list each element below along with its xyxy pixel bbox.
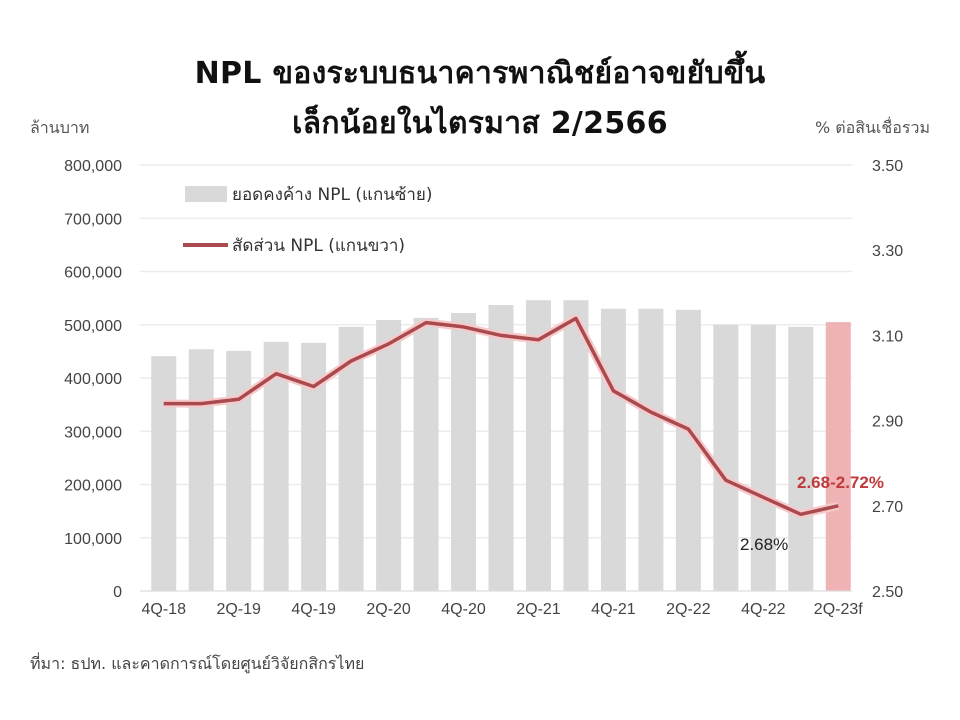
x-tick-label: 2Q-19 <box>216 601 261 618</box>
bar <box>563 300 589 591</box>
annotation-actual-ratio: 2.68% <box>740 535 788 554</box>
chart-title-line1: NPL ของระบบธนาคารพาณิชย์อาจขยับขึ้น <box>194 56 766 91</box>
left-tick-label: 400,000 <box>64 371 122 388</box>
bar <box>675 309 701 591</box>
bar <box>600 308 626 591</box>
bar <box>188 349 214 591</box>
left-tick-label: 600,000 <box>64 265 122 282</box>
x-tick-label: 4Q-20 <box>441 601 486 618</box>
legend-bar-label: ยอดคงค้าง NPL (แกนซ้าย) <box>232 185 433 205</box>
right-tick-label: 2.70 <box>872 499 903 516</box>
left-tick-label: 100,000 <box>64 531 122 548</box>
right-tick-label: 3.10 <box>872 328 903 345</box>
bar <box>413 317 439 591</box>
annotations: 2.68% 2.68-2.72% <box>740 473 884 554</box>
annotation-forecast-range: 2.68-2.72% <box>797 473 884 492</box>
x-tick-label: 4Q-18 <box>142 601 187 618</box>
x-tick-label: 4Q-21 <box>591 601 636 618</box>
right-tick-label: 3.50 <box>872 158 903 175</box>
left-tick-label: 800,000 <box>64 158 122 175</box>
left-axis-unit: ล้านบาท <box>30 118 90 137</box>
bar <box>451 313 477 591</box>
bar <box>525 300 551 591</box>
ratio-line <box>163 316 839 517</box>
bar <box>151 356 177 591</box>
forecast-bar <box>825 322 851 591</box>
left-tick-label: 300,000 <box>64 424 122 441</box>
bar <box>750 324 776 591</box>
x-tick-label: 2Q-20 <box>366 601 411 618</box>
right-tick-label: 2.90 <box>872 414 903 431</box>
right-tick-label: 3.30 <box>872 243 903 260</box>
npl-ratio-line <box>163 314 840 519</box>
bar <box>713 324 739 591</box>
left-tick-label: 200,000 <box>64 478 122 495</box>
x-tick-label: 2Q-21 <box>516 601 561 618</box>
npl-outstanding-bars <box>151 300 851 591</box>
left-y-axis: 0 100,000 200,000 300,000 400,000 500,000 600,… <box>64 158 122 601</box>
left-tick-label: 500,000 <box>64 318 122 335</box>
bar <box>376 319 402 591</box>
x-tick-label: 2Q-23f <box>814 601 863 618</box>
bar <box>488 305 514 591</box>
right-axis-unit: % ต่อสินเชื่อรวม <box>814 118 930 137</box>
left-tick-label: 700,000 <box>64 211 122 228</box>
x-tick-label: 2Q-22 <box>666 601 711 618</box>
source-note: ที่มา: ธปท. และคาดการณ์โดยศูนย์วิจัยกสิก… <box>30 654 365 673</box>
legend-line-label: สัดส่วน NPL (แกนขวา) <box>232 236 405 256</box>
bar <box>226 350 252 591</box>
right-tick-label: 2.50 <box>872 584 903 601</box>
x-tick-label: 4Q-22 <box>741 601 786 618</box>
legend: ยอดคงค้าง NPL (แกนซ้าย) สัดส่วน NPL (แกน… <box>183 185 433 256</box>
chart-title-line2: เล็กน้อยในไตรมาส 2/2566 <box>292 106 668 141</box>
bar <box>638 308 664 591</box>
x-axis: 4Q-18 2Q-19 4Q-19 2Q-20 4Q-20 2Q-21 4Q-21 2Q-22… <box>140 590 863 618</box>
right-y-axis: 2.50 2.70 2.90 3.10 3.30 3.50 <box>872 158 903 601</box>
legend-bar-swatch <box>185 186 227 202</box>
x-tick-label: 4Q-19 <box>291 601 336 618</box>
bar <box>788 326 814 591</box>
left-tick-label: 0 <box>113 584 122 601</box>
